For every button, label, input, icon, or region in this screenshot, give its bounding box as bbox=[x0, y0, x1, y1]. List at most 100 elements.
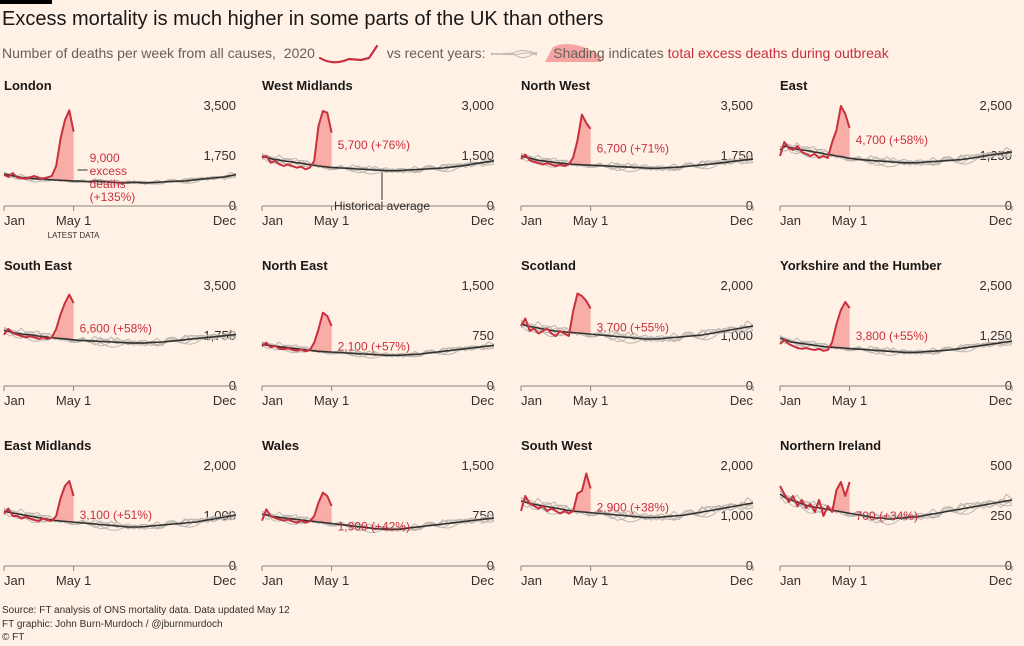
y-tick-label: 3,500 bbox=[203, 278, 236, 293]
y-tick-label: 750 bbox=[472, 328, 494, 343]
series-2020-line bbox=[779, 481, 851, 517]
panel-title: South East bbox=[4, 258, 73, 273]
y-tick-label: 2,500 bbox=[979, 98, 1012, 113]
x-tick-label: Jan bbox=[262, 393, 283, 408]
footer-copyright: © FT bbox=[2, 632, 25, 643]
x-tick-label: Dec bbox=[471, 213, 495, 228]
x-tick-label: May 1 bbox=[832, 393, 867, 408]
x-tick-label: May 1 bbox=[573, 573, 608, 588]
series-2020-line bbox=[520, 472, 592, 515]
x-tick-label: Dec bbox=[471, 393, 495, 408]
x-tick-label: May 1 bbox=[56, 393, 91, 408]
excess-shading bbox=[827, 106, 850, 159]
excess-shading bbox=[827, 302, 850, 349]
excess-label: 700 (+34%) bbox=[856, 509, 918, 523]
ft-top-bar bbox=[0, 0, 52, 4]
x-tick-label: Jan bbox=[521, 573, 542, 588]
subtitle-excess-label: total excess deaths during outbreak bbox=[667, 45, 889, 61]
average-line bbox=[779, 337, 1013, 354]
excess-label: 5,700 (+76%) bbox=[338, 138, 410, 152]
series-2020-line bbox=[261, 491, 333, 524]
legend-2020-line-icon bbox=[318, 44, 378, 64]
excess-label: 3,800 (+55%) bbox=[856, 329, 928, 343]
series-2020-line bbox=[261, 110, 333, 171]
x-tick-label: Jan bbox=[780, 573, 801, 588]
x-tick-label: May 1 bbox=[832, 573, 867, 588]
x-tick-label: Dec bbox=[471, 573, 495, 588]
average-line bbox=[520, 500, 754, 519]
series-2020-line bbox=[520, 113, 592, 167]
x-tick-label: Dec bbox=[989, 213, 1013, 228]
panel-yorkshire-and-the-humber: Yorkshire and the Humber2,5001,2500JanMa… bbox=[779, 258, 1013, 408]
y-tick-label: 500 bbox=[990, 458, 1012, 473]
average-line bbox=[261, 155, 495, 172]
y-tick-label: 2,000 bbox=[720, 458, 753, 473]
y-tick-label: 1,500 bbox=[461, 458, 494, 473]
series-2020-line bbox=[3, 293, 75, 340]
x-tick-label: Dec bbox=[213, 573, 237, 588]
subtitle-part3: indicates bbox=[608, 45, 664, 61]
historical-year-line bbox=[779, 495, 1013, 521]
x-tick-label: Jan bbox=[4, 393, 25, 408]
historical-year-line bbox=[261, 155, 495, 174]
historical-year-line bbox=[520, 155, 754, 172]
x-tick-label: May 1 bbox=[314, 213, 349, 228]
x-tick-label: Dec bbox=[730, 573, 754, 588]
x-tick-label: May 1 bbox=[573, 213, 608, 228]
subtitle-shading-label: Shading bbox=[553, 45, 605, 61]
excess-label: 6,600 (+58%) bbox=[80, 322, 152, 336]
x-tick-label: May 1 bbox=[56, 573, 91, 588]
average-line bbox=[520, 155, 754, 170]
excess-label: 3,700 (+55%) bbox=[597, 321, 669, 335]
panel-title: South West bbox=[521, 438, 593, 453]
x-tick-label: Jan bbox=[780, 393, 801, 408]
y-tick-label: 2,000 bbox=[720, 278, 753, 293]
footer-source: Source: FT analysis of ONS mortality dat… bbox=[2, 605, 290, 616]
series-2020-line bbox=[779, 105, 851, 159]
excess-label-line: 9,000 bbox=[90, 151, 120, 165]
excess-label: 2,900 (+38%) bbox=[597, 501, 669, 515]
x-tick-label: Dec bbox=[989, 393, 1013, 408]
subtitle-part1: Number of deaths per week from all cause… bbox=[2, 45, 276, 61]
y-tick-label: 3,500 bbox=[203, 98, 236, 113]
panel-title: Wales bbox=[262, 438, 299, 453]
y-tick-label: 3,000 bbox=[461, 98, 494, 113]
average-line bbox=[779, 145, 1013, 164]
x-tick-label: Jan bbox=[4, 213, 25, 228]
average-line bbox=[779, 493, 1013, 520]
historical-year-line bbox=[520, 499, 754, 521]
excess-label-line: (+135%) bbox=[90, 190, 136, 204]
subtitle-year-label: 2020 bbox=[283, 45, 315, 61]
excess-label: 6,700 (+71%) bbox=[597, 142, 669, 156]
excess-label: 2,100 (+57%) bbox=[338, 340, 410, 354]
legend-shading-icon bbox=[545, 44, 602, 62]
series-2020-line bbox=[3, 480, 75, 522]
x-tick-label: Dec bbox=[730, 393, 754, 408]
panel-title: Yorkshire and the Humber bbox=[780, 258, 942, 273]
x-tick-label: Dec bbox=[213, 213, 237, 228]
panel-title: East Midlands bbox=[4, 438, 91, 453]
x-tick-label: Jan bbox=[780, 213, 801, 228]
series-2020-line bbox=[261, 311, 333, 353]
chart-title: Excess mortality is much higher in some … bbox=[2, 8, 604, 30]
y-tick-label: 1,000 bbox=[720, 508, 753, 523]
x-tick-label: Jan bbox=[521, 213, 542, 228]
legend-history-lines-icon bbox=[491, 50, 538, 59]
y-tick-label: 3,500 bbox=[720, 98, 753, 113]
panel-title: Scotland bbox=[521, 258, 576, 273]
x-tick-label: Jan bbox=[4, 573, 25, 588]
historical-year-line bbox=[520, 323, 754, 343]
excess-label-line: excess bbox=[90, 164, 127, 178]
excess-label: 3,100 (+51%) bbox=[80, 508, 152, 522]
y-tick-label: 2,000 bbox=[203, 458, 236, 473]
historical-year-line bbox=[779, 338, 1013, 355]
panel-title: West Midlands bbox=[262, 78, 353, 93]
y-tick-label: 250 bbox=[990, 508, 1012, 523]
historical-year-line bbox=[779, 143, 1013, 167]
